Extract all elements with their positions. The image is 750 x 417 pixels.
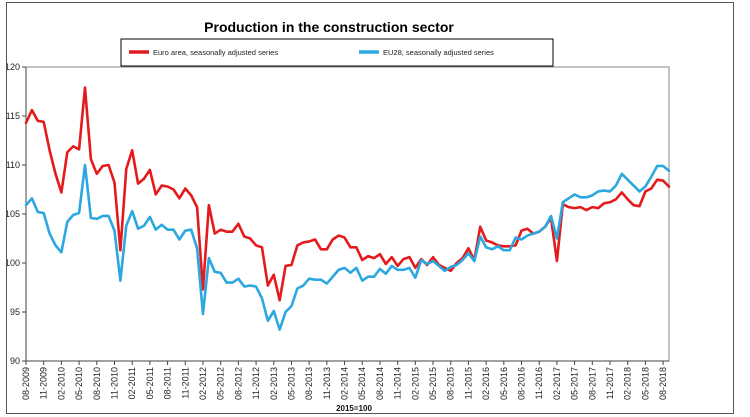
x-tick-label: 05-2011 xyxy=(145,367,155,399)
legend-label-eu28: EU28, seasonally adjusted series xyxy=(383,48,494,57)
x-tick-label: 08-2014 xyxy=(375,367,385,400)
series-line-eu28 xyxy=(24,163,671,331)
x-tick-label: 05-2014 xyxy=(357,367,367,400)
x-tick-label: 08-2015 xyxy=(446,367,456,400)
x-axis: 08-2009 11-2009 02-2010 05-2010 08-2010 11-20… xyxy=(21,360,669,400)
x-tick-label: 05-2018 xyxy=(640,367,650,400)
x-tick-label: 11-2013 xyxy=(322,367,332,399)
legend-label-euro-area: Euro area, seasonally adjusted series xyxy=(153,48,278,57)
x-axis-label: 2015=100 xyxy=(336,404,372,413)
chart-svg: Production in the construction sector Eu… xyxy=(7,19,671,413)
x-tick-label: 05-2010 xyxy=(74,367,84,400)
x-tick-label: 05-2015 xyxy=(428,367,438,400)
x-tick-label: 11-2010 xyxy=(109,367,119,399)
chart-title: Production in the construction sector xyxy=(204,19,454,35)
x-tick-label: 11-2016 xyxy=(534,367,544,399)
x-tick-label: 08-2017 xyxy=(587,367,597,400)
x-tick-label: 02-2014 xyxy=(340,367,350,400)
x-tick-label: 11-2011 xyxy=(180,367,190,399)
legend: Euro area, seasonally adjusted series EU… xyxy=(120,38,554,67)
y-tick-label: 100 xyxy=(7,258,20,268)
y-axis: 90 95 100 105 110 115 120 xyxy=(7,62,27,366)
x-tick-label: 02-2011 xyxy=(127,367,137,399)
y-tick-label: 90 xyxy=(10,356,20,366)
x-tick-label: 05-2017 xyxy=(570,367,580,400)
x-tick-label: 02-2015 xyxy=(410,367,420,400)
x-tick-label: 08-2018 xyxy=(658,367,668,400)
x-tick-label: 05-2016 xyxy=(499,367,509,400)
x-tick-label: 11-2017 xyxy=(605,367,615,399)
x-tick-label: 08-2011 xyxy=(163,367,173,399)
x-tick-label: 02-2017 xyxy=(552,367,562,400)
x-tick-label: 05-2012 xyxy=(216,367,226,400)
x-tick-label: 02-2012 xyxy=(198,367,208,400)
series-layer xyxy=(24,86,671,331)
x-tick-label: 08-2016 xyxy=(517,367,527,400)
y-tick-label: 110 xyxy=(7,160,20,170)
x-tick-label: 08-2012 xyxy=(233,367,243,400)
x-tick-label: 08-2010 xyxy=(92,367,102,400)
x-tick-label: 08-2009 xyxy=(21,367,31,400)
y-tick-label: 95 xyxy=(10,307,20,317)
x-tick-label: 05-2013 xyxy=(286,367,296,400)
chart-frame: Production in the construction sector Eu… xyxy=(6,2,734,414)
x-tick-label: 08-2013 xyxy=(304,367,314,400)
y-tick-label: 115 xyxy=(7,111,20,121)
x-tick-label: 02-2013 xyxy=(269,367,279,400)
x-tick-label: 11-2009 xyxy=(39,367,49,399)
x-tick-label: 11-2015 xyxy=(463,367,473,399)
y-tick-label: 120 xyxy=(7,62,20,72)
x-tick-label: 02-2016 xyxy=(481,367,491,400)
x-tick-label: 02-2018 xyxy=(623,367,633,400)
y-tick-label: 105 xyxy=(7,209,20,219)
x-tick-label: 11-2014 xyxy=(393,367,403,399)
x-tick-label: 11-2012 xyxy=(251,367,261,399)
legend-box xyxy=(120,38,554,67)
x-tick-label: 02-2010 xyxy=(56,367,66,400)
